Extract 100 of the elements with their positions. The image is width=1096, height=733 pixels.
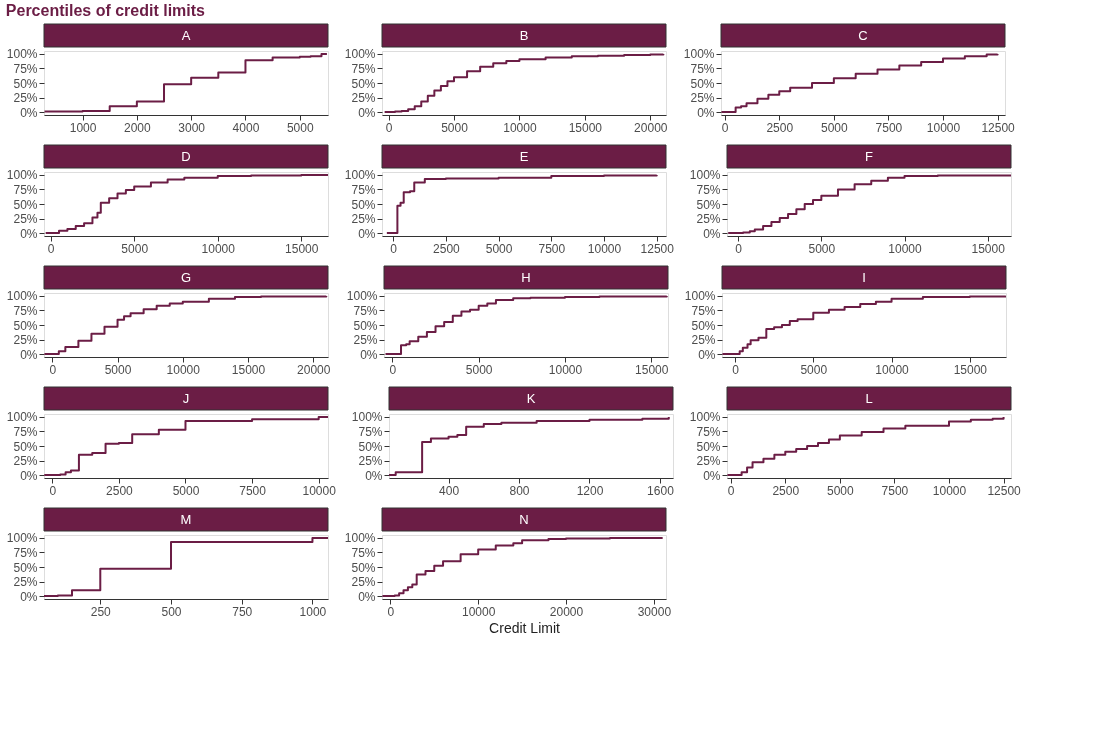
- y-tick-label: 25%: [13, 454, 38, 469]
- y-tick-label: 100%: [684, 289, 716, 304]
- x-tick-label: 0: [47, 241, 55, 256]
- chart-title: N: [519, 512, 529, 527]
- x-tick-label: 10000: [548, 362, 583, 377]
- y-tick-label: 0%: [20, 105, 38, 120]
- chart-title: C: [858, 28, 868, 43]
- x-tick-label: 400: [439, 483, 460, 498]
- y-tick-label: 25%: [690, 91, 715, 106]
- x-tick-label: 20000: [549, 604, 584, 619]
- x-tick-label: 750: [232, 604, 253, 619]
- y-tick-label: 100%: [351, 410, 383, 425]
- chart-title: B: [519, 28, 529, 43]
- y-tick-label: 100%: [344, 531, 376, 546]
- chart-title: K: [526, 391, 536, 406]
- y-tick-label: 75%: [351, 182, 376, 197]
- y-tick-label: 0%: [20, 226, 38, 241]
- x-tick-label: 4000: [232, 120, 260, 135]
- x-tick-label: 15000: [285, 241, 319, 256]
- y-tick-label: 0%: [698, 347, 716, 362]
- x-tick-label: 0: [735, 241, 743, 256]
- x-tick-label: 10000: [302, 483, 337, 498]
- x-tick-label: 5000: [121, 241, 149, 256]
- y-tick-label: 75%: [353, 303, 378, 318]
- y-tick-label: 0%: [20, 347, 38, 362]
- y-tick-label: 25%: [353, 333, 378, 348]
- x-tick-label: 5000: [465, 362, 493, 377]
- x-tick-label: 0: [49, 483, 57, 498]
- y-tick-label: 25%: [13, 575, 38, 590]
- y-tick-label: 25%: [351, 212, 376, 227]
- y-tick-label: 25%: [691, 333, 716, 348]
- y-tick-label: 50%: [358, 439, 383, 454]
- chart-title: D: [181, 149, 191, 164]
- x-tick-label: 5000: [172, 483, 200, 498]
- x-tick-label: 1200: [576, 483, 604, 498]
- x-tick-label: 0: [390, 241, 398, 256]
- x-tick-label: 0: [732, 362, 740, 377]
- y-tick-label: 0%: [697, 105, 715, 120]
- x-tick-label: 10000: [875, 362, 910, 377]
- y-tick-label: 25%: [358, 454, 383, 469]
- y-tick-label: 75%: [691, 303, 716, 318]
- y-tick-label: 0%: [365, 468, 383, 483]
- chart-title: I: [862, 270, 866, 285]
- x-tick-label: 2000: [124, 120, 152, 135]
- x-tick-label: 5000: [821, 120, 849, 135]
- y-tick-label: 25%: [13, 212, 38, 227]
- x-tick-label: 5000: [441, 120, 469, 135]
- chart-title: F: [865, 149, 874, 164]
- y-tick-label: 100%: [346, 289, 378, 304]
- x-tick-label: 10000: [503, 120, 537, 135]
- y-tick-label: 75%: [690, 61, 715, 76]
- x-tick-label: 0: [49, 362, 57, 377]
- x-tick-label: 10000: [462, 604, 496, 619]
- y-tick-label: 100%: [683, 47, 715, 62]
- chart-title: E: [519, 149, 529, 164]
- x-tick-label: 15000: [971, 241, 1006, 256]
- y-tick-label: 0%: [358, 589, 376, 604]
- y-tick-label: 50%: [351, 197, 376, 212]
- chart-title: H: [521, 270, 531, 285]
- x-tick-label: 0: [385, 120, 393, 135]
- x-tick-label: 12500: [640, 241, 675, 256]
- y-tick-label: 50%: [690, 76, 715, 91]
- y-tick-label: 25%: [351, 91, 376, 106]
- x-tick-label: 2500: [772, 483, 800, 498]
- x-tick-label: 250: [90, 604, 112, 619]
- x-tick-label: 7500: [875, 120, 903, 135]
- y-tick-label: 75%: [13, 303, 38, 318]
- x-tick-label: 7500: [239, 483, 267, 498]
- y-tick-label: 100%: [689, 168, 721, 183]
- x-tick-label: 0: [727, 483, 735, 498]
- y-tick-label: 0%: [20, 589, 38, 604]
- y-tick-label: 50%: [13, 560, 38, 575]
- x-tick-label: 5000: [286, 120, 314, 135]
- x-tick-label: 0: [389, 362, 397, 377]
- x-tick-label: 3000: [178, 120, 206, 135]
- y-tick-label: 75%: [351, 545, 376, 560]
- x-tick-label: 5000: [827, 483, 855, 498]
- x-tick-label: 1000: [69, 120, 97, 135]
- y-tick-label: 50%: [13, 439, 38, 454]
- y-tick-label: 25%: [696, 212, 721, 227]
- x-tick-label: 10000: [926, 120, 961, 135]
- y-tick-label: 50%: [13, 76, 38, 91]
- y-tick-label: 50%: [351, 560, 376, 575]
- x-tick-label: 5000: [808, 241, 836, 256]
- x-tick-label: 15000: [568, 120, 603, 135]
- x-tick-label: 20000: [297, 362, 331, 377]
- y-tick-label: 0%: [358, 226, 376, 241]
- x-tick-label: 800: [509, 483, 530, 498]
- y-tick-label: 75%: [13, 61, 38, 76]
- x-tick-label: 10000: [201, 241, 236, 256]
- y-tick-label: 50%: [691, 318, 716, 333]
- chart-title: M: [180, 512, 192, 527]
- chart-title: L: [865, 391, 873, 406]
- y-tick-label: 0%: [20, 468, 38, 483]
- y-tick-label: 75%: [13, 182, 38, 197]
- x-tick-label: 30000: [637, 604, 672, 619]
- x-tick-label: 12500: [981, 120, 1016, 135]
- text: Percentiles of credit limits: [5, 2, 206, 19]
- y-tick-label: 100%: [6, 410, 38, 425]
- y-tick-label: 50%: [353, 318, 378, 333]
